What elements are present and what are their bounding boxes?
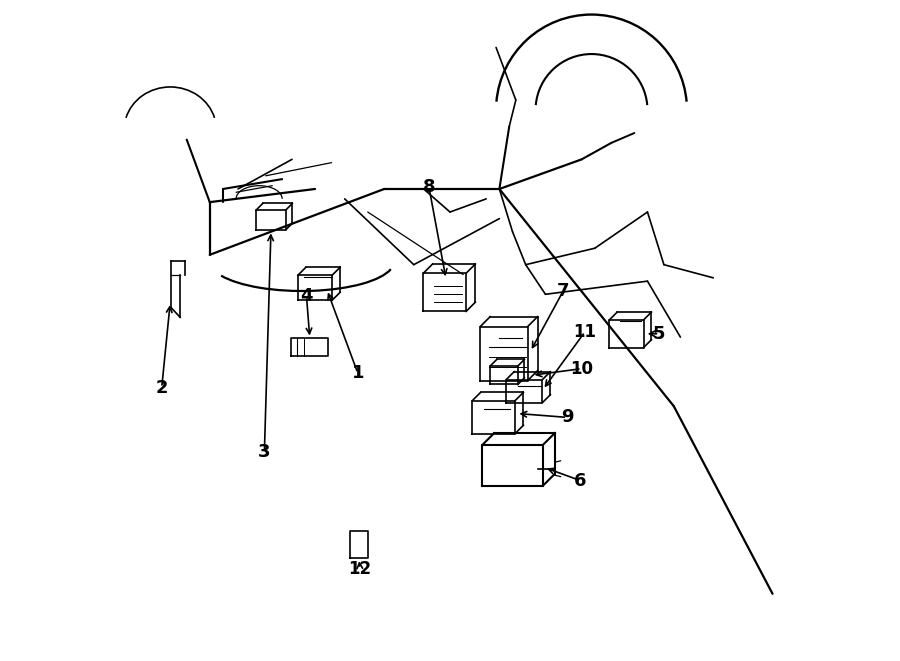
Text: 12: 12 [348, 560, 372, 578]
Text: 11: 11 [573, 323, 597, 341]
Text: 1: 1 [352, 364, 365, 382]
Text: 7: 7 [557, 282, 570, 300]
Text: 6: 6 [574, 471, 587, 490]
Text: 2: 2 [156, 379, 168, 397]
Text: 10: 10 [570, 360, 593, 377]
Text: 3: 3 [258, 444, 271, 461]
Text: 4: 4 [301, 288, 313, 305]
Text: 5: 5 [653, 325, 666, 343]
Text: 8: 8 [423, 178, 436, 196]
Text: 9: 9 [561, 408, 573, 426]
